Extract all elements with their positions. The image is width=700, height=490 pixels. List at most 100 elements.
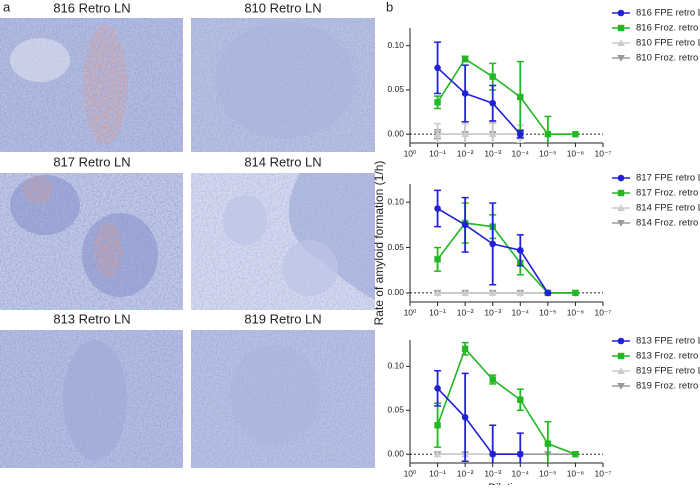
marker	[434, 205, 441, 212]
marker	[433, 450, 442, 458]
legend-label: 816 FPE retro LN	[636, 8, 700, 19]
marker	[434, 385, 441, 392]
marker	[489, 450, 497, 458]
x-tick-label: 10⁻⁷	[594, 468, 611, 478]
legend-label: 810 Froz. retro LN	[636, 53, 700, 64]
y-axis-label: Rate of amyloid formation (1/h)	[372, 161, 386, 326]
image-title: 813 Retro LN	[53, 311, 130, 326]
marker	[489, 73, 496, 80]
marker	[434, 99, 441, 106]
marker	[433, 289, 442, 296]
legend-label: 816 Froz. retro LN	[636, 23, 700, 34]
y-tick-label: 0.05	[387, 242, 404, 252]
x-tick-label: 10⁻⁵	[539, 307, 556, 317]
x-tick-label: 10⁰	[404, 307, 417, 317]
marker	[617, 39, 625, 46]
marker	[434, 64, 441, 72]
marker	[489, 240, 497, 248]
series-line	[436, 347, 576, 455]
legend-label: 819 FPE retro LN	[636, 366, 700, 377]
image-title: 816 Retro LN	[53, 0, 130, 15]
x-tick-label: 10⁻⁴	[511, 148, 529, 158]
x-tick-label: 10⁻⁵	[539, 468, 556, 478]
marker	[516, 130, 524, 138]
marker	[434, 256, 441, 263]
y-tick-label: 0.05	[387, 405, 404, 415]
legend-label: 813 FPE retro LN	[636, 336, 700, 347]
marker	[572, 451, 579, 458]
image-title: 817 Retro LN	[53, 154, 130, 169]
legend-label: 813 Froz. retro LN	[636, 351, 700, 362]
micrograph	[0, 173, 183, 310]
marker	[517, 396, 524, 403]
marker	[461, 414, 469, 421]
image-title: 819 Retro LN	[244, 311, 321, 326]
micrograph	[191, 18, 375, 152]
marker	[461, 289, 469, 296]
x-tick-label: 10⁰	[404, 148, 417, 158]
marker	[617, 55, 625, 62]
legend-label: 814 FPE retro LN	[636, 203, 700, 214]
legend-label: 819 Froz. retro LN	[636, 381, 700, 392]
legend-label: 810 FPE retro LN	[636, 38, 700, 49]
x-tick-label: 10⁻³	[484, 307, 501, 317]
marker	[572, 289, 579, 297]
y-tick-label: 0.10	[387, 40, 404, 50]
y-tick-label: 0.00	[387, 448, 404, 458]
x-tick-label: 10⁻¹	[429, 148, 446, 158]
marker	[617, 352, 625, 360]
x-tick-label: 10⁻²	[457, 468, 474, 478]
x-tick-label: 10⁻⁶	[567, 307, 584, 317]
marker	[488, 289, 497, 296]
image-title: 814 Retro LN	[244, 154, 321, 169]
legend-label: 814 Froz. retro LN	[636, 218, 700, 229]
legend-label: 817 FPE retro LN	[636, 173, 700, 184]
marker	[461, 90, 469, 97]
x-tick-label: 10⁻¹	[429, 468, 446, 478]
marker	[488, 130, 497, 138]
marker	[544, 130, 552, 138]
x-tick-label: 10⁻⁵	[539, 148, 556, 158]
x-tick-label: 10⁻⁷	[594, 148, 611, 158]
marker	[461, 221, 469, 229]
marker	[461, 55, 469, 63]
x-tick-label: 10⁻²	[457, 148, 474, 158]
micrograph	[191, 173, 375, 310]
marker	[617, 367, 625, 374]
series-line	[436, 222, 576, 294]
marker	[434, 422, 441, 429]
x-tick-label: 10⁻²	[457, 307, 474, 317]
x-tick-label: 10⁻³	[484, 148, 501, 158]
y-tick-label: 0.10	[387, 196, 404, 206]
panel-label: a	[3, 0, 11, 14]
marker	[516, 289, 525, 296]
series-line	[437, 67, 521, 135]
marker	[617, 174, 625, 182]
x-tick-label: 10⁻¹	[429, 307, 446, 317]
y-tick-label: 0.00	[387, 128, 404, 138]
marker	[617, 383, 625, 390]
legend-label: 817 Froz. retro LN	[636, 188, 700, 199]
marker	[617, 189, 625, 197]
x-tick-label: 10⁻⁶	[567, 468, 584, 478]
panel-label: b	[386, 0, 393, 14]
x-tick-label: 10⁻⁴	[511, 307, 529, 317]
y-tick-label: 0.00	[387, 287, 404, 297]
series-line	[436, 387, 521, 456]
marker	[617, 220, 625, 227]
micrograph	[0, 18, 183, 152]
marker	[617, 24, 625, 32]
marker	[544, 440, 552, 447]
marker	[617, 204, 625, 211]
x-tick-label: 10⁻⁶	[567, 148, 584, 158]
marker	[489, 99, 497, 107]
series-line	[436, 57, 576, 135]
y-tick-label: 0.05	[387, 84, 404, 94]
micrograph	[191, 330, 375, 468]
x-tick-label: 10⁻⁷	[594, 307, 611, 317]
marker	[617, 9, 625, 17]
marker	[489, 376, 496, 383]
marker	[617, 337, 625, 345]
x-tick-label: 10⁻³	[484, 468, 501, 478]
